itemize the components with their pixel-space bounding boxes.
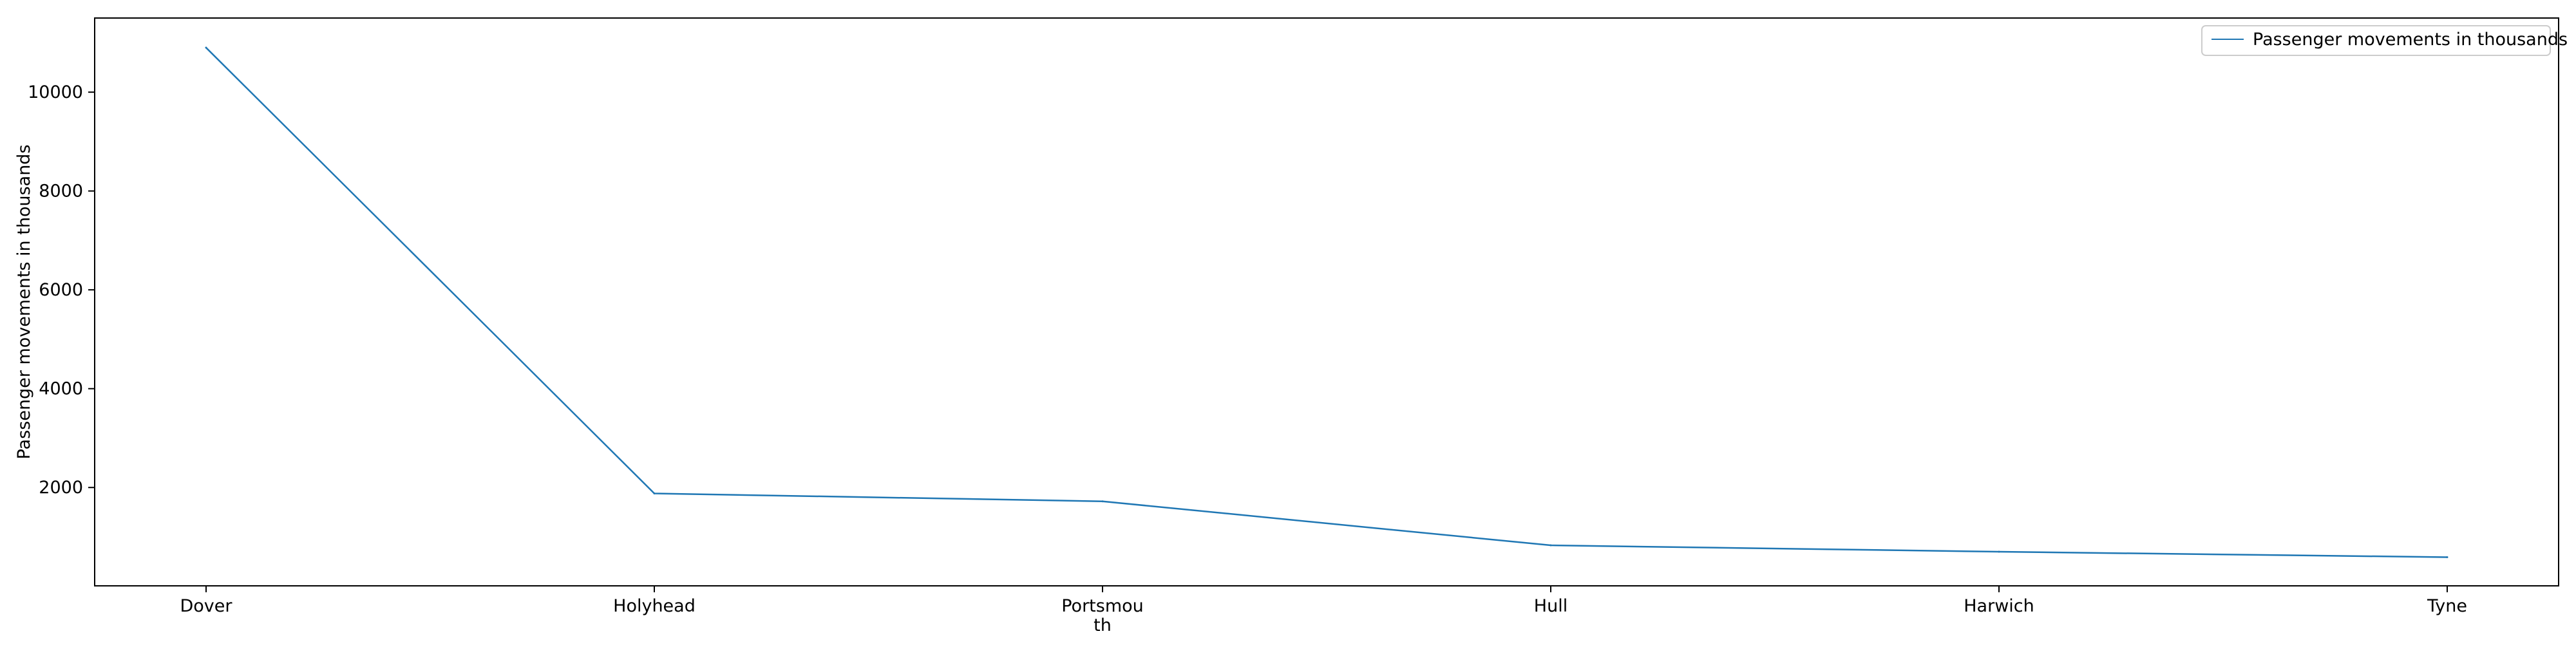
x-tick-label-line: th xyxy=(1094,615,1112,635)
y-axis-title: Passenger movements in thousands xyxy=(14,144,34,459)
y-tick-label: 8000 xyxy=(39,182,83,202)
data-point xyxy=(1998,550,2000,553)
x-tick-label: Dover xyxy=(180,596,233,616)
legend-box xyxy=(2201,25,2551,56)
series-layer xyxy=(205,46,2448,558)
x-tick-label: Tyne xyxy=(2427,596,2467,616)
data-point xyxy=(205,46,207,49)
y-tick-label: 6000 xyxy=(39,280,83,300)
y-axis-ticks: 2000 4000 6000 8000 10000 xyxy=(28,82,95,498)
series-line xyxy=(205,47,2448,558)
data-point xyxy=(1101,500,1104,503)
x-tick-label: Harwich xyxy=(1964,596,2034,616)
x-tick-label-line: Portsmou xyxy=(1061,596,1144,616)
x-tick-label: Portsmou th xyxy=(1061,596,1144,635)
x-tick-label-line: Harwich xyxy=(1964,596,2034,616)
x-tick-label-line: Holyhead xyxy=(613,596,696,616)
x-tick-label-line: Tyne xyxy=(2427,596,2467,616)
x-tick-label-line: Hull xyxy=(1534,596,1567,616)
plot-frame xyxy=(94,17,2559,586)
y-tick-label: 4000 xyxy=(39,379,83,399)
data-point xyxy=(1549,544,1552,547)
data-point xyxy=(2446,556,2448,558)
data-point xyxy=(653,492,656,494)
x-tick-label: Hull xyxy=(1534,596,1567,616)
y-tick-label: 10000 xyxy=(28,82,83,102)
legend: Passenger movements in thousands xyxy=(2201,25,2568,56)
y-tick-label: 2000 xyxy=(39,478,83,498)
legend-label: Passenger movements in thousands xyxy=(2253,30,2568,50)
x-tick-label: Holyhead xyxy=(613,596,696,616)
x-tick-label-line: Dover xyxy=(180,596,233,616)
x-axis-ticks: Dover Holyhead Portsmou th Hull Harwich Tyne xyxy=(180,586,2467,635)
